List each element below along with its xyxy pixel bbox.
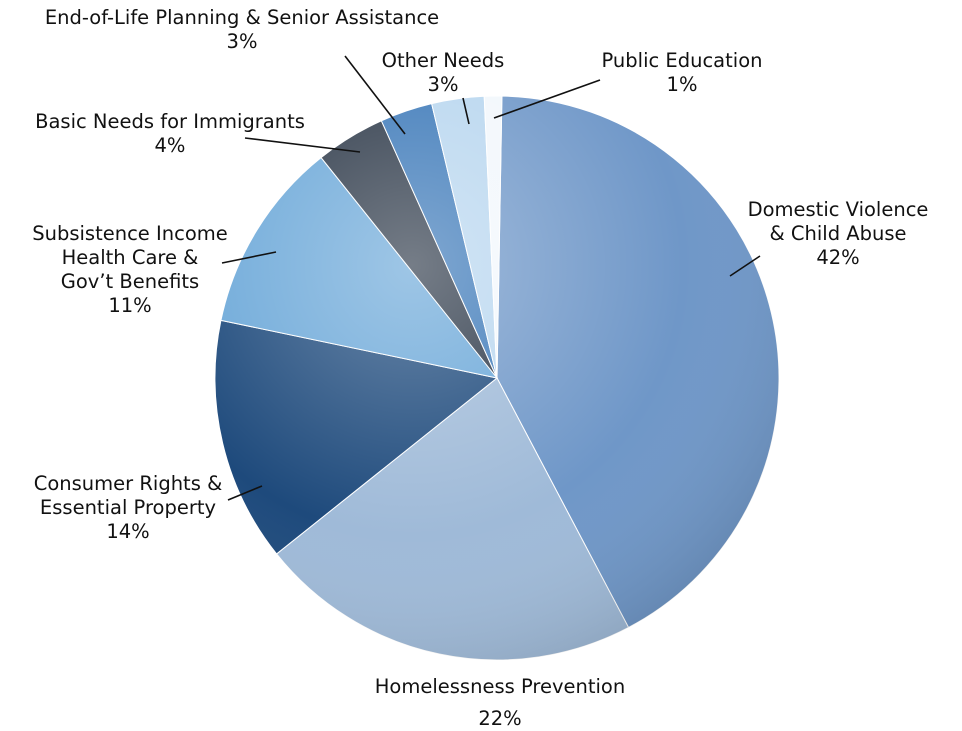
leader-line-4 <box>244 137 361 153</box>
slice-percent: 4% <box>154 134 186 157</box>
leader-line-6 <box>462 97 470 125</box>
slice-label-6: Other Needs 3% <box>382 49 505 97</box>
slice-label-line: Consumer Rights & <box>33 472 223 495</box>
leader-line-5 <box>344 55 406 135</box>
slice-label-1: Homelessness Prevention 22% <box>375 675 625 731</box>
slice-label-line: Domestic Violence <box>747 198 929 221</box>
leader-line-2 <box>227 485 263 501</box>
leader-line-7 <box>493 79 601 119</box>
slice-label-0: Domestic Violence & Child Abuse 42% <box>748 198 929 270</box>
slice-label-line: Homelessness Prevention <box>374 675 626 698</box>
slice-label-3: Subsistence Income Health Care & Gov’t Ben… <box>32 222 228 318</box>
slice-percent: 11% <box>108 294 152 317</box>
slice-percent: 22% <box>478 707 522 730</box>
slice-label-line: End-of-Life Planning & Senior Assistance <box>44 6 440 29</box>
slice-label-4: Basic Needs for Immigrants 4% <box>35 110 305 158</box>
slice-percent: 14% <box>106 520 150 543</box>
slice-label-line: Gov’t Benefits <box>60 270 200 293</box>
slice-percent: 3% <box>226 30 258 53</box>
slice-percent: 42% <box>816 246 860 269</box>
slice-percent: 1% <box>666 73 698 96</box>
slice-label-line: Health Care & <box>61 246 199 269</box>
leader-line-0 <box>729 255 761 277</box>
slice-label-line: Other Needs <box>381 49 505 72</box>
leader-line-3 <box>221 251 277 264</box>
slice-label-line: & Child Abuse <box>769 222 907 245</box>
slice-label-5: End-of-Life Planning & Senior Assistance… <box>45 6 439 54</box>
slice-label-7: Public Education 1% <box>602 49 763 97</box>
slice-label-line: Essential Property <box>39 496 217 519</box>
slice-label-2: Consumer Rights & Essential Property 14% <box>34 472 223 544</box>
slice-label-line: Subsistence Income <box>32 222 228 245</box>
slice-label-line: Basic Needs for Immigrants <box>35 110 305 133</box>
slice-percent: 3% <box>427 73 459 96</box>
slice-label-line: Public Education <box>601 49 763 72</box>
